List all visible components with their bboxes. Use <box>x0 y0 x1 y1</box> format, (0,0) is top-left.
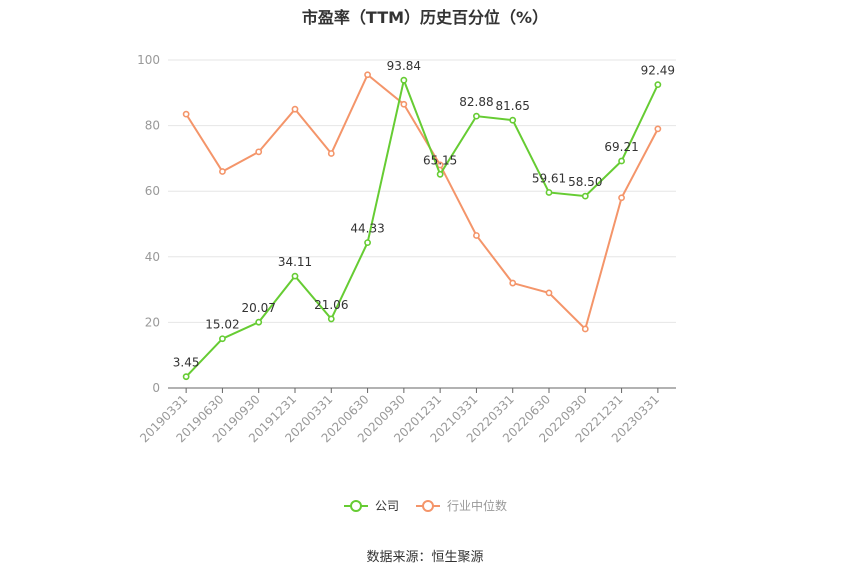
legend-item-company[interactable]: 公司 <box>343 497 399 514</box>
data-label-company: 44.33 <box>350 222 384 236</box>
data-label-company: 34.11 <box>278 255 312 269</box>
data-point-company <box>219 335 226 343</box>
data-point-industry <box>618 194 625 202</box>
data-point-industry <box>400 100 408 108</box>
chart-title: 市盈率（TTM）历史百分位（%） <box>301 8 549 27</box>
legend: 公司 行业中位数 <box>0 497 850 514</box>
data-point-industry <box>545 289 553 297</box>
data-point-company <box>436 170 444 178</box>
data-label-company: 59.61 <box>532 171 566 185</box>
data-point-company <box>182 373 190 381</box>
data-point-company <box>654 81 662 89</box>
y-tick-label: 20 <box>145 315 160 329</box>
data-point-industry <box>327 150 335 157</box>
data-point-company <box>473 112 480 120</box>
data-label-company: 82.88 <box>459 95 493 109</box>
grid-lines <box>168 59 676 323</box>
legend-label-company: 公司 <box>374 499 399 513</box>
data-point-company <box>581 192 589 200</box>
data-label-company: 92.49 <box>641 64 675 78</box>
data-label-company: 81.65 <box>496 99 530 113</box>
data-label-company: 15.02 <box>205 318 239 332</box>
legend-label-industry: 行业中位数 <box>447 499 508 513</box>
data-point-industry <box>364 71 371 79</box>
data-point-company <box>545 189 553 196</box>
data-point-company <box>400 76 408 84</box>
data-label-company: 20.07 <box>242 301 276 315</box>
y-tick-label: 100 <box>137 53 160 67</box>
data-point-industry <box>581 325 589 333</box>
data-point-industry <box>473 232 480 239</box>
legend-industry-marker-icon <box>416 499 440 512</box>
data-point-industry <box>182 110 190 118</box>
data-label-company: 69.21 <box>604 140 638 154</box>
data-point-industry <box>291 105 299 113</box>
data-label-company: 21.06 <box>314 298 348 312</box>
y-tick-label: 60 <box>145 184 160 198</box>
source-note: 数据来源：恒生聚源 <box>366 550 484 565</box>
series-line-company <box>185 76 659 378</box>
y-tick-label: 0 <box>152 381 160 395</box>
data-label-company: 93.84 <box>387 59 421 73</box>
data-point-company <box>327 315 335 323</box>
data-label-company: 58.50 <box>568 175 602 189</box>
data-point-company <box>291 272 299 280</box>
y-tick-label: 80 <box>145 119 160 133</box>
data-labels: 3.45 15.0220.07 34.11 21.06 44.33 93.84 65.15 8… <box>173 59 675 369</box>
legend-company-marker-icon <box>343 499 368 512</box>
data-point-company <box>618 157 625 165</box>
data-point-industry <box>255 148 263 156</box>
axes: 0204060801002019033120190630201909302019… <box>137 53 676 445</box>
data-label-company: 65.15 <box>423 153 457 167</box>
series-line-industry <box>185 73 659 331</box>
data-point-company <box>255 318 263 326</box>
y-tick-label: 40 <box>145 250 160 264</box>
data-point-company <box>509 116 517 124</box>
data-point-industry <box>509 279 517 287</box>
legend-item-industry[interactable]: 行业中位数 <box>415 497 507 514</box>
series-lines <box>182 71 662 381</box>
data-point-industry <box>654 125 662 133</box>
data-label-company: 3.45 <box>173 356 200 370</box>
data-point-company <box>364 239 371 246</box>
data-point-industry <box>219 168 226 175</box>
